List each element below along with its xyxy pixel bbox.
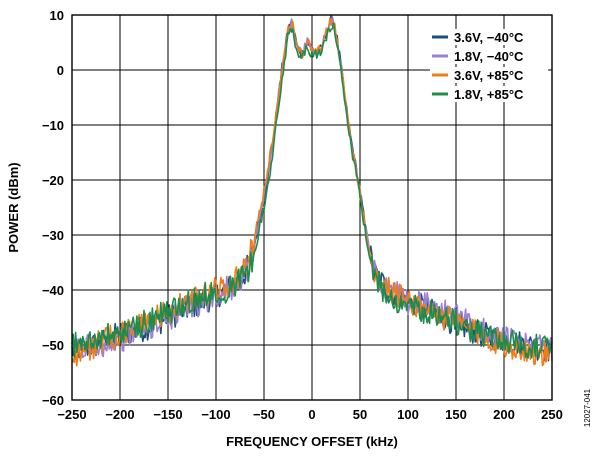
- x-tick-label: −200: [105, 407, 134, 422]
- series-layer: [71, 15, 553, 367]
- x-axis-label: FREQUENCY OFFSET (kHz): [226, 434, 398, 449]
- y-tick-label: 10: [50, 8, 64, 23]
- tick-labels: −250 −200 −150 −100 −50 0 50 100 150 200 250100−10…: [42, 8, 563, 422]
- y-tick-label: −20: [42, 173, 64, 188]
- series-line: [71, 22, 553, 359]
- y-tick-label: 0: [57, 63, 64, 78]
- x-tick-label: 250: [541, 407, 563, 422]
- y-axis-label: POWER (dBm): [6, 162, 21, 252]
- y-tick-label: −60: [42, 393, 64, 408]
- legend: 3.6V, −40°C 1.8V, −40°C 3.6V, +85°C 1.8V, +…: [430, 29, 548, 102]
- y-tick-label: −30: [42, 228, 64, 243]
- legend-item-bg: [430, 29, 548, 45]
- y-tick-label: −40: [42, 283, 64, 298]
- x-tick-label: 200: [493, 407, 515, 422]
- x-tick-label: −50: [253, 407, 275, 422]
- legend-item-bg: [430, 48, 548, 64]
- x-tick-label: −100: [201, 407, 230, 422]
- y-tick-label: −10: [42, 118, 64, 133]
- legend-label: 1.8V, +85°C: [454, 87, 524, 102]
- x-tick-label: −150: [153, 407, 182, 422]
- plot-frame: [71, 14, 553, 401]
- x-tick-label: −250: [57, 407, 86, 422]
- legend-item-bg: [430, 67, 548, 83]
- legend-label: 3.6V, −40°C: [454, 30, 524, 45]
- y-tick-label: −50: [42, 338, 64, 353]
- x-tick-label: 100: [397, 407, 419, 422]
- x-tick-label: 50: [353, 407, 367, 422]
- figure-id: 12027-041: [583, 388, 592, 427]
- x-tick-label: 150: [445, 407, 467, 422]
- legend-item-bg: [430, 86, 548, 102]
- x-tick-label: 0: [308, 407, 315, 422]
- legend-label: 1.8V, −40°C: [454, 49, 524, 64]
- legend-label: 3.6V, +85°C: [454, 68, 524, 83]
